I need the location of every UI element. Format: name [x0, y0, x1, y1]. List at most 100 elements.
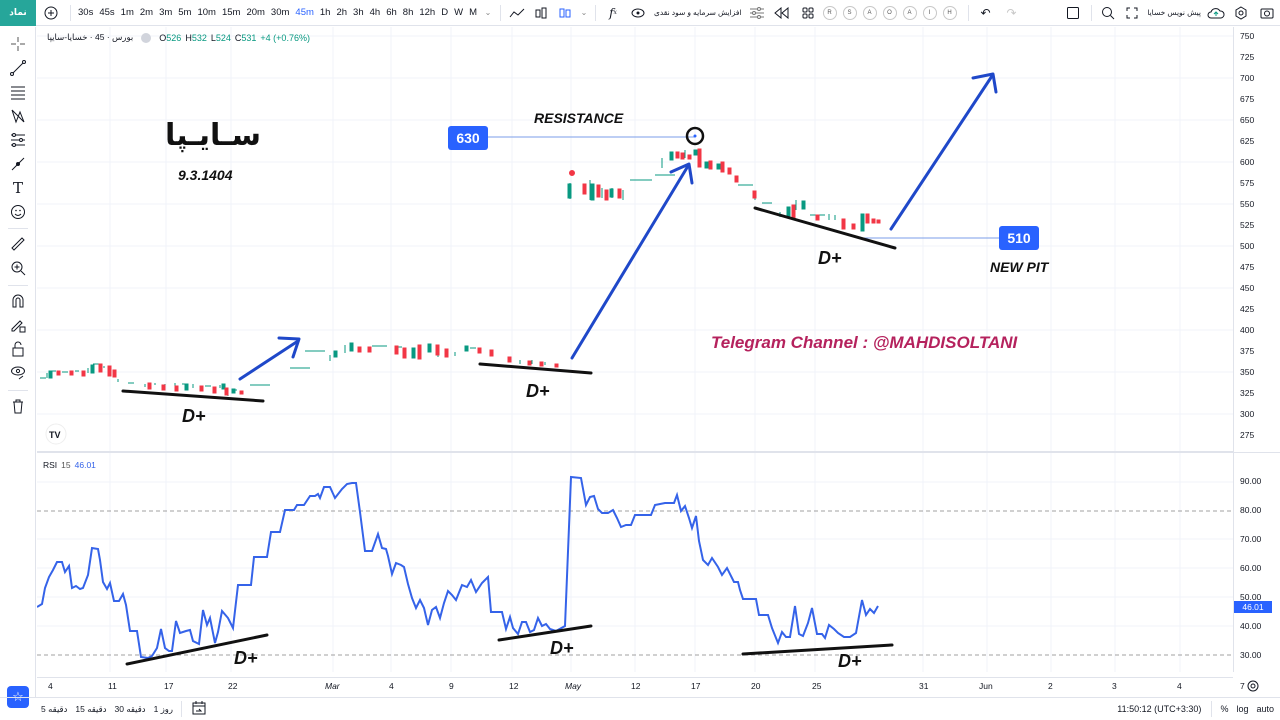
lock-icon[interactable] — [6, 338, 30, 360]
pattern-icon[interactable] — [6, 105, 30, 127]
price-axis[interactable]: 750 725 700 675 650 625 600 575 550 525 … — [1233, 27, 1280, 672]
circle-button-h[interactable]: H — [942, 5, 957, 20]
brush-icon[interactable] — [6, 153, 30, 175]
log-scale-toggle[interactable]: log — [1236, 704, 1249, 714]
new-pit-label[interactable]: NEW PIT — [990, 259, 1049, 275]
range-1day[interactable]: 1 روز — [153, 703, 174, 714]
timeframe-d[interactable]: D — [441, 7, 449, 18]
divider — [1091, 4, 1093, 21]
camera-icon[interactable] — [1254, 0, 1280, 26]
text-tool-icon[interactable]: T — [12, 179, 23, 197]
lock-drawing-icon[interactable] — [6, 314, 30, 336]
clock-timezone[interactable]: 11:50:12 (UTC+3:30) — [1117, 704, 1202, 714]
timeframe-45s[interactable]: 45s — [99, 7, 115, 18]
timeframe-12h[interactable]: 12h — [419, 7, 436, 18]
timeframe-m[interactable]: M — [469, 7, 477, 18]
rsi-name[interactable]: RSI — [43, 460, 58, 470]
resistance-circle-marker[interactable] — [685, 126, 705, 146]
candles-icon[interactable] — [553, 0, 577, 26]
date-range-calendar-icon[interactable] — [186, 701, 212, 717]
trend-arrows[interactable] — [238, 72, 998, 381]
symbol-title[interactable]: بورس · 45 · خسایا-سایپا — [47, 32, 134, 42]
divergence-label-2[interactable]: D+ — [526, 381, 550, 401]
symbol-title-persian[interactable]: سـايـپا — [165, 118, 262, 153]
expand-icon[interactable] — [1120, 0, 1144, 26]
timeframe-2m[interactable]: 2m — [139, 7, 154, 18]
time-axis[interactable]: 4 11 17 22 Mar 4 9 12 May 12 17 20 25 31… — [37, 677, 1245, 695]
layout-grid-icon[interactable] — [796, 0, 820, 26]
divider — [8, 285, 28, 286]
magnet-icon[interactable] — [6, 290, 30, 312]
circle-button-a2[interactable]: A — [902, 5, 917, 20]
redo-icon[interactable]: ↷ — [1006, 5, 1017, 20]
auto-scale-toggle[interactable]: auto — [1256, 704, 1274, 714]
telegram-channel-label[interactable]: Telegram Channel : @MAHDISOLTANI — [711, 333, 1018, 352]
trend-line-icon[interactable] — [6, 57, 30, 79]
timeframe-15m[interactable]: 15m — [221, 7, 241, 18]
undo-icon[interactable]: ↶ — [980, 5, 991, 20]
timeframe-30s[interactable]: 30s — [78, 7, 94, 18]
prediction-icon[interactable] — [6, 129, 30, 151]
svg-text:TV: TV — [49, 430, 61, 440]
emoji-icon[interactable] — [6, 201, 30, 223]
timeframe-w[interactable]: W — [454, 7, 464, 18]
timeframe-4h[interactable]: 4h — [369, 7, 381, 18]
settings-sliders-icon[interactable] — [746, 0, 768, 26]
divergence-label-3[interactable]: D+ — [818, 248, 842, 268]
range-5min[interactable]: 5 دقیقه — [41, 703, 68, 714]
eye-icon[interactable] — [626, 0, 650, 26]
timeframe-10m[interactable]: 10m — [197, 7, 216, 18]
timeframe-2h[interactable]: 2h — [336, 7, 348, 18]
chevron-down-icon[interactable]: ⌄ — [580, 8, 588, 17]
analysis-date[interactable]: 9.3.1404 — [178, 167, 233, 183]
circle-button-o[interactable]: O — [882, 5, 897, 20]
crosshair-icon[interactable] — [6, 33, 30, 55]
timeframe-6h[interactable]: 6h — [386, 7, 397, 18]
settings-gear-icon[interactable] — [1228, 0, 1254, 26]
circle-button-s[interactable]: S — [842, 5, 857, 20]
range-15min[interactable]: 15 دقیقه — [75, 703, 107, 714]
fib-retracement-icon[interactable] — [6, 81, 30, 103]
quick-search-icon[interactable] — [1096, 0, 1120, 26]
circle-button-r[interactable]: R — [822, 5, 837, 20]
price-trendlines[interactable] — [121, 206, 897, 403]
timeframe-1m[interactable]: 1m — [120, 7, 134, 18]
timeframe-3m[interactable]: 3m — [159, 7, 173, 18]
chart-canvas[interactable]: TV — [37, 27, 1233, 672]
line-chart-icon[interactable] — [505, 0, 529, 26]
percent-scale-toggle[interactable]: % — [1220, 704, 1229, 714]
timeframe-20m[interactable]: 20m — [246, 7, 265, 18]
bar-chart-type-icon[interactable] — [529, 0, 553, 26]
replay-icon[interactable] — [768, 0, 796, 26]
timeframe-45m[interactable]: 45m — [295, 7, 314, 18]
support-price-badge[interactable]: 510 — [999, 226, 1039, 250]
cloud-upload-icon[interactable] — [1204, 0, 1228, 26]
timeframe-1h[interactable]: 1h — [319, 7, 331, 18]
trash-icon[interactable] — [6, 395, 30, 417]
range-30min[interactable]: 30 دقیقه — [114, 703, 146, 714]
resistance-label[interactable]: RESISTANCE — [534, 110, 624, 126]
timeframe-5m[interactable]: 5m — [178, 7, 192, 18]
add-symbol-button[interactable] — [36, 0, 66, 26]
timeframe-3h[interactable]: 3h — [353, 7, 364, 18]
indicator-template-label[interactable]: افزایش سرمایه و سود نقدی — [653, 8, 742, 17]
account-label[interactable]: پیش نویس خسایا — [1147, 8, 1201, 17]
timeframe-8h[interactable]: 8h — [402, 7, 414, 18]
axis-settings-icon[interactable] — [1247, 679, 1259, 697]
zoom-in-icon[interactable] — [6, 257, 30, 279]
rsi-divergence-label-2[interactable]: D+ — [550, 638, 574, 658]
symbol-search-button[interactable]: نماد — [0, 0, 36, 26]
rsi-trendlines[interactable] — [125, 624, 894, 666]
circle-button-i[interactable]: I — [922, 5, 937, 20]
divergence-label-1[interactable]: D+ — [182, 406, 206, 426]
resistance-price-badge[interactable]: 630 — [448, 126, 488, 150]
rsi-divergence-label-3[interactable]: D+ — [838, 651, 862, 671]
chevron-down-icon[interactable]: ⌄ — [484, 8, 492, 17]
circle-button-a[interactable]: A — [862, 5, 877, 20]
visibility-eye-icon[interactable] — [6, 362, 30, 384]
rsi-divergence-label-1[interactable]: D+ — [234, 648, 258, 668]
timeframe-30m[interactable]: 30m — [270, 7, 290, 18]
ruler-icon[interactable] — [6, 233, 30, 255]
fullscreen-square-icon[interactable] — [1059, 0, 1087, 26]
